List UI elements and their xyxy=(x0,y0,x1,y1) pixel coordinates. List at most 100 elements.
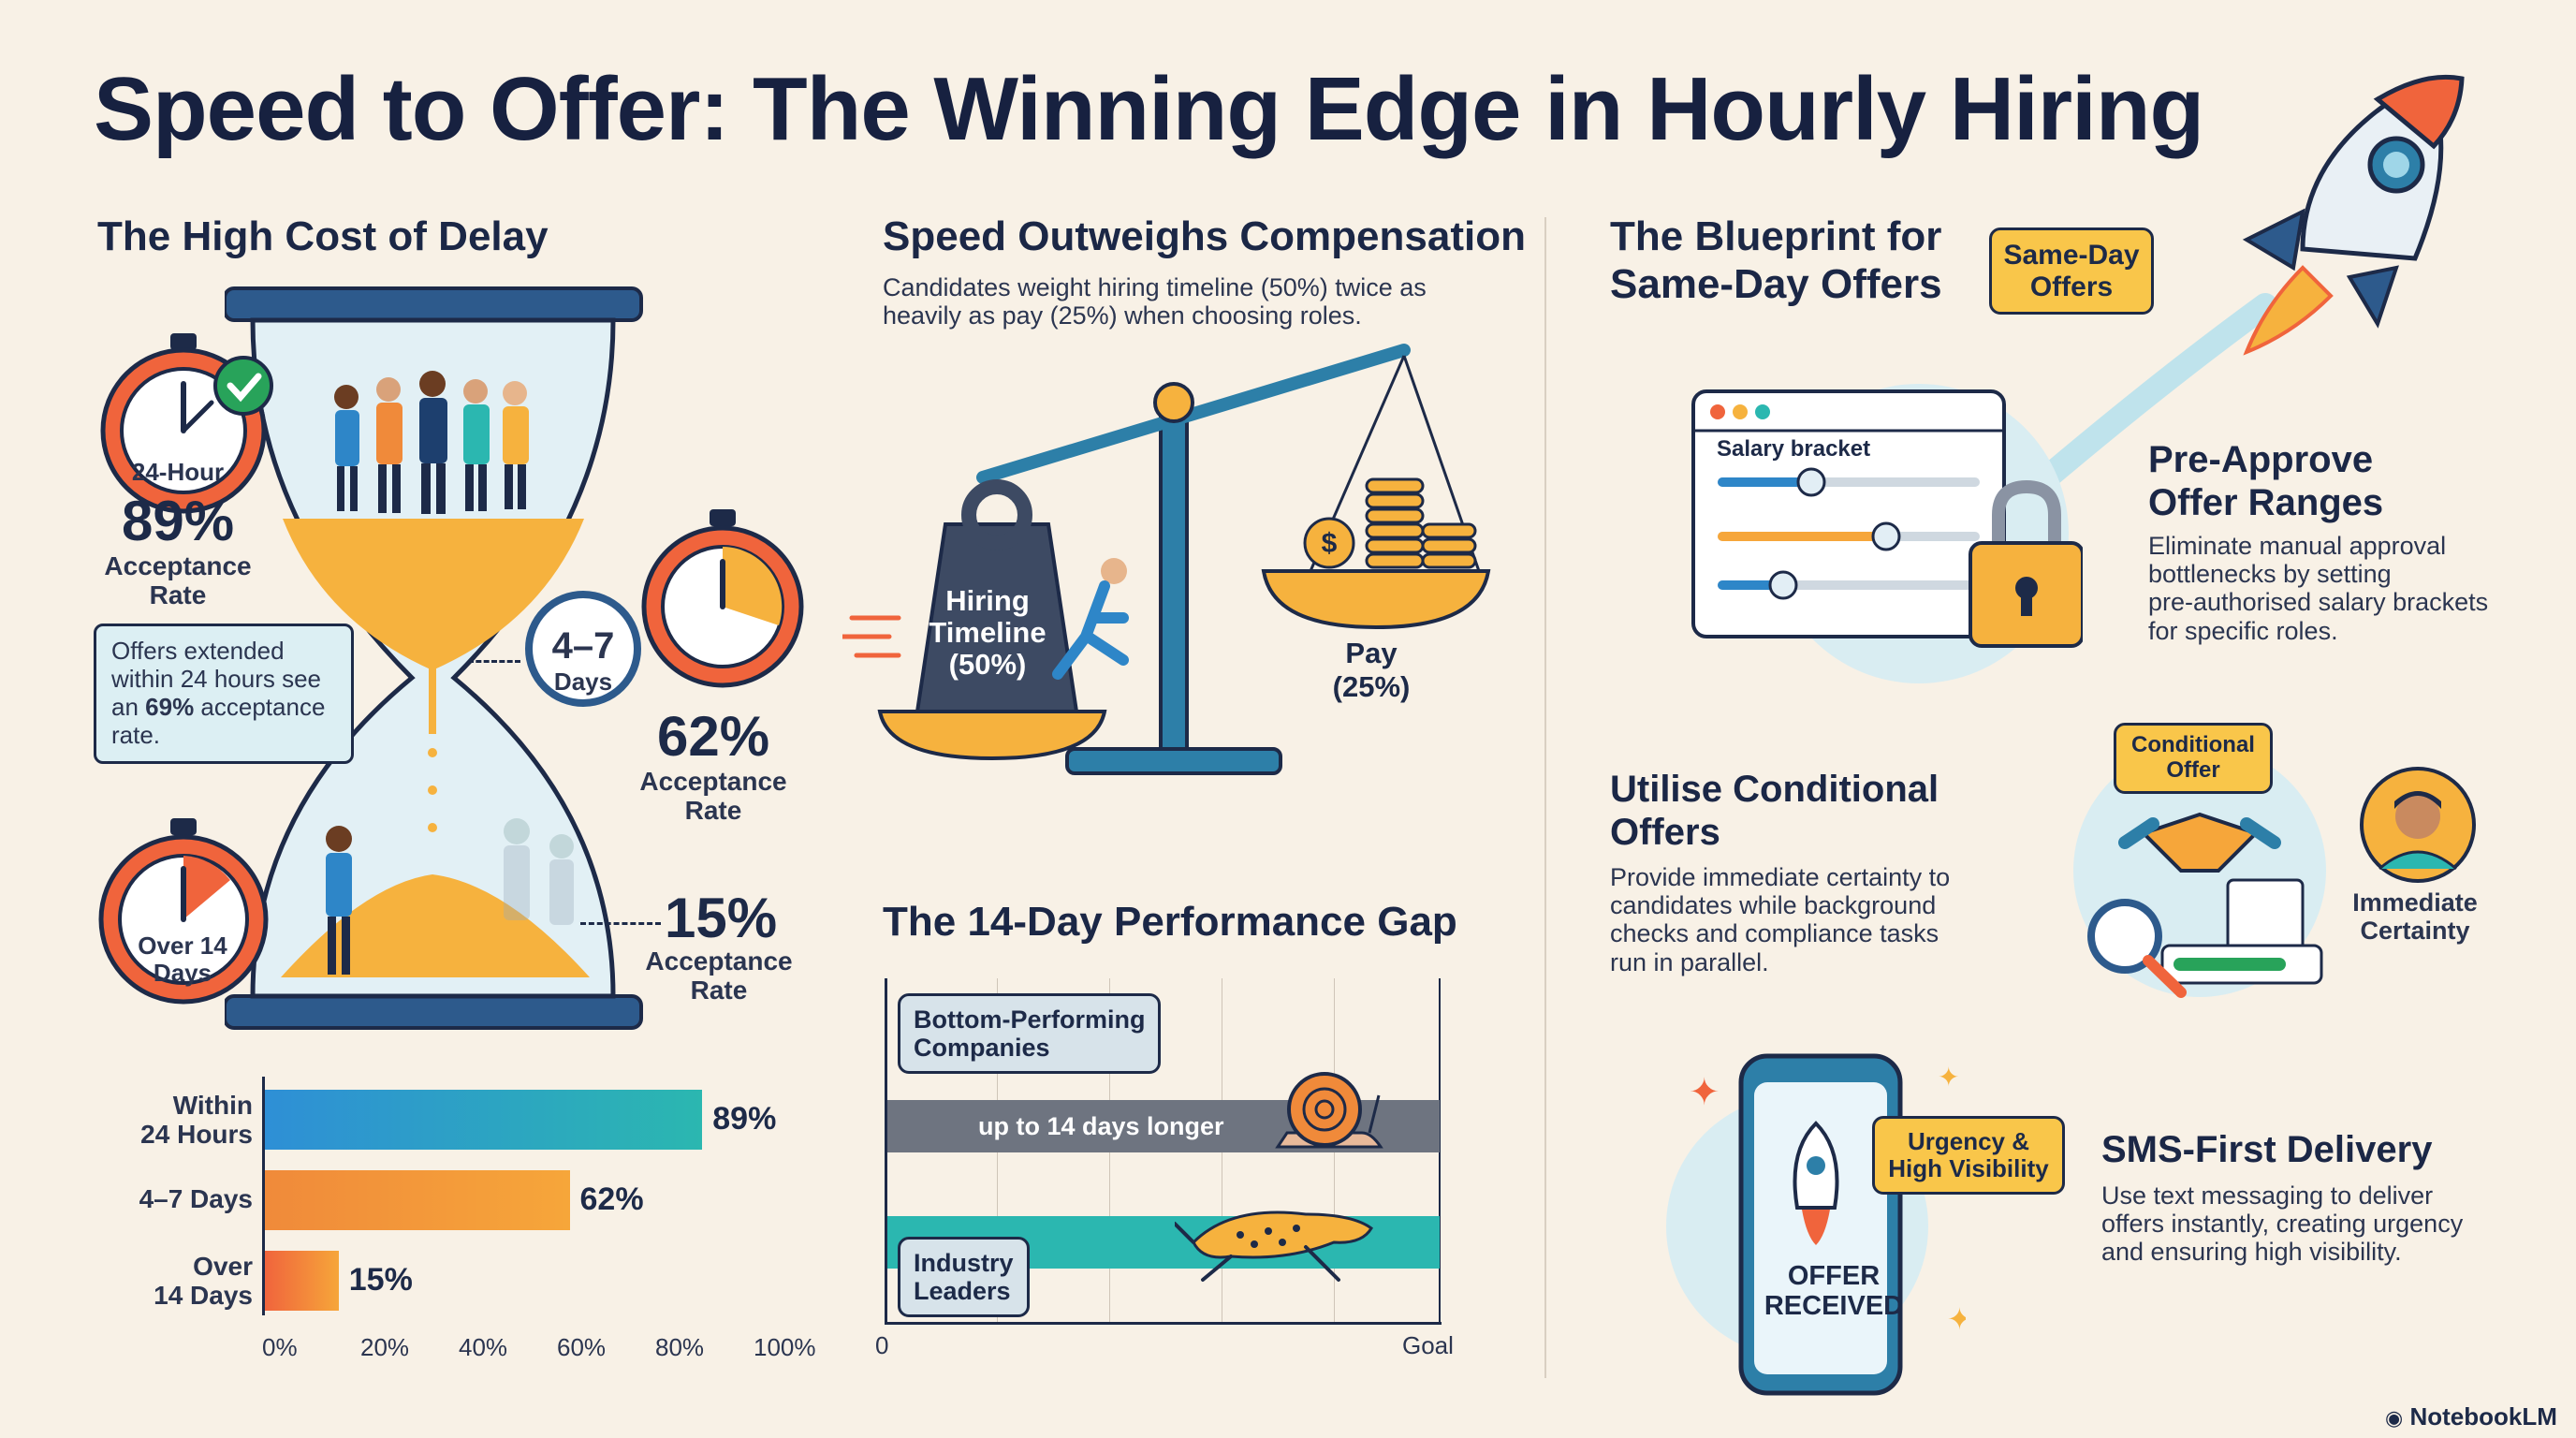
desc-line: bottlenecks by setting xyxy=(2148,560,2392,589)
urgency-badge: Urgency & High Visibility xyxy=(1872,1116,2065,1196)
coin-stack-icon: $ xyxy=(1303,477,1477,569)
callout-text-pre: Offers extended within 24 hours see an xyxy=(111,637,322,721)
stopwatch-days-icon xyxy=(641,509,804,688)
bar-labels: Within 24 Hours 4–7 Days Over 14 Days xyxy=(94,1077,253,1320)
blueprint-heading-line2: Same-Day Offers xyxy=(1610,260,1942,307)
stage3-pct: 15% xyxy=(664,887,778,949)
desc-line: run in parallel. xyxy=(1610,947,1769,976)
certainty-line1: Immediate xyxy=(2352,888,2478,917)
balance-scale-illustration: $ xyxy=(842,344,1491,775)
acceptance-bar-label: 4–7 Days xyxy=(94,1184,253,1214)
bottom-line1: Bottom-Performing xyxy=(914,1005,1146,1034)
bar-axis-tick: 60% xyxy=(557,1333,607,1361)
speed-heading: Speed Outweighs Compensation xyxy=(883,213,1526,259)
desc-line: Eliminate manual approval xyxy=(2148,532,2447,560)
pay-label: Pay (25%) xyxy=(1306,637,1437,703)
bar-label-line2: 24 Hours xyxy=(140,1119,253,1149)
notebooklm-brand-text: NotebookLM xyxy=(2409,1402,2557,1431)
bar-label-line1: Over xyxy=(193,1252,253,1281)
stage3-caption-line1: Acceptance xyxy=(645,946,793,976)
stage3-leader-line xyxy=(580,922,661,925)
item1-title: Pre-Approve Offer Ranges xyxy=(2148,438,2383,524)
phone-illustration: ✦ ✦ ✦ xyxy=(1666,1053,1966,1396)
stage2-caption: Acceptance Rate xyxy=(620,767,807,826)
weight-label: Hiring Timeline (50%) xyxy=(913,584,1062,682)
gap-heading: The 14-Day Performance Gap xyxy=(883,899,1457,945)
fading-candidates-icon xyxy=(504,818,574,925)
acceptance-bar xyxy=(265,1251,339,1311)
desc-line: offers instantly, creating urgency xyxy=(2101,1210,2464,1239)
bottom-line2: Companies xyxy=(914,1034,1050,1063)
cheetah-icon xyxy=(1175,1211,1373,1282)
stage1-caption-line1: Acceptance xyxy=(104,551,252,580)
blueprint-heading-line1: The Blueprint for xyxy=(1610,213,1942,259)
desc-line: checks and compliance tasks xyxy=(1610,919,1939,948)
candidates-crowd-icon xyxy=(334,371,529,514)
gap-chart: Bottom-Performing Companies up to 14 day… xyxy=(885,978,1442,1325)
stopwatch-14days-icon xyxy=(98,818,269,1005)
desc-line: and ensuring high visibility. xyxy=(2101,1238,2402,1267)
stage3-label: Over 14 Days xyxy=(112,932,253,986)
stage2-leader-line xyxy=(468,660,520,663)
industry-leaders-bubble: Industry Leaders xyxy=(898,1237,1030,1318)
weight-label-line1: Hiring xyxy=(945,584,1030,617)
conditional-badge-line2: Offer xyxy=(2166,756,2220,783)
bar-axis-tick: 0% xyxy=(262,1333,298,1361)
days-ring-icon xyxy=(525,591,641,707)
svg-text:✦: ✦ xyxy=(1947,1301,1966,1337)
page-title: Speed to Offer: The Winning Edge in Hour… xyxy=(94,59,2204,159)
svg-text:$: $ xyxy=(1322,528,1338,559)
acceptance-bar-value: 62% xyxy=(579,1181,644,1217)
stage1-caption-line2: Rate xyxy=(149,580,207,609)
leaders-line1: Industry xyxy=(914,1249,1014,1277)
offer-line2: RECEIVED xyxy=(1764,1290,1904,1321)
rocket-icon xyxy=(2028,74,2465,495)
conditional-offer-badge: Conditional Offer xyxy=(2114,723,2273,794)
gap-axis-x xyxy=(885,1322,1442,1325)
stage3-label-line2: Days xyxy=(153,958,212,987)
runner-icon xyxy=(1052,558,1129,680)
item2-title: Utilise Conditional Offers xyxy=(1610,768,1939,854)
bar-axis-ticks: 0% 20% 40% 60% 80% 100% xyxy=(234,1333,816,1371)
stage1-pct: 89% xyxy=(121,490,235,552)
desc-line: Use text messaging to deliver xyxy=(2101,1181,2434,1210)
item2-desc: Provide immediate certainty to candidates… xyxy=(1610,863,1950,976)
gap-goal-line xyxy=(1439,978,1441,1322)
bar-axis-tick: 100% xyxy=(754,1333,816,1361)
salary-window-illustration xyxy=(1691,384,2083,683)
bar-label-line1: 4–7 Days xyxy=(139,1184,253,1213)
leaders-line2: Leaders xyxy=(914,1277,1011,1306)
cost-heading: The High Cost of Delay xyxy=(97,213,549,259)
snail-icon xyxy=(1275,1072,1383,1149)
stage2-label-line2: Days xyxy=(553,668,613,696)
item1-title-line1: Pre-Approve xyxy=(2148,439,2374,480)
stage1-label: 24-Hour xyxy=(131,458,225,486)
stage3-caption: Acceptance Rate xyxy=(625,946,812,1005)
acceptance-bar-value: 89% xyxy=(712,1101,777,1137)
stage3-label-line1: Over 14 xyxy=(138,932,227,960)
weight-label-line3: (50%) xyxy=(948,648,1027,682)
same-day-badge-line2: Offers xyxy=(2029,271,2114,302)
acceptance-callout: Offers extended within 24 hours see an 6… xyxy=(94,624,354,764)
bar-chart-axis xyxy=(262,1077,265,1315)
hourglass-illustration xyxy=(225,286,643,1030)
urgency-line2: High Visibility xyxy=(1888,1154,2049,1183)
offer-line1: OFFER xyxy=(1787,1261,1881,1291)
bar-axis-tick: 80% xyxy=(655,1333,705,1361)
item1-desc: Eliminate manual approval bottlenecks by … xyxy=(2148,532,2488,645)
bottom-performers-bubble: Bottom-Performing Companies xyxy=(898,993,1162,1075)
svg-text:✦: ✦ xyxy=(1689,1071,1720,1114)
acceptance-bar xyxy=(265,1170,570,1230)
pay-label-line2: (25%) xyxy=(1332,669,1411,703)
svg-text:✦: ✦ xyxy=(1938,1062,1959,1093)
person-avatar-icon xyxy=(2360,767,2476,883)
stage2-pct: 62% xyxy=(656,705,770,768)
bar-axis-tick: 20% xyxy=(360,1333,410,1361)
conditional-badge-line1: Conditional xyxy=(2131,732,2255,757)
bar-label-line2: 14 Days xyxy=(154,1280,253,1310)
stage1-caption: Acceptance Rate xyxy=(84,551,271,610)
notebooklm-brand: ◉ NotebookLM xyxy=(2385,1402,2557,1431)
gap-axis-end: Goal xyxy=(1402,1331,1454,1359)
same-day-badge-line1: Same-Day xyxy=(2003,240,2140,271)
gap-axis-start: 0 xyxy=(875,1331,889,1359)
